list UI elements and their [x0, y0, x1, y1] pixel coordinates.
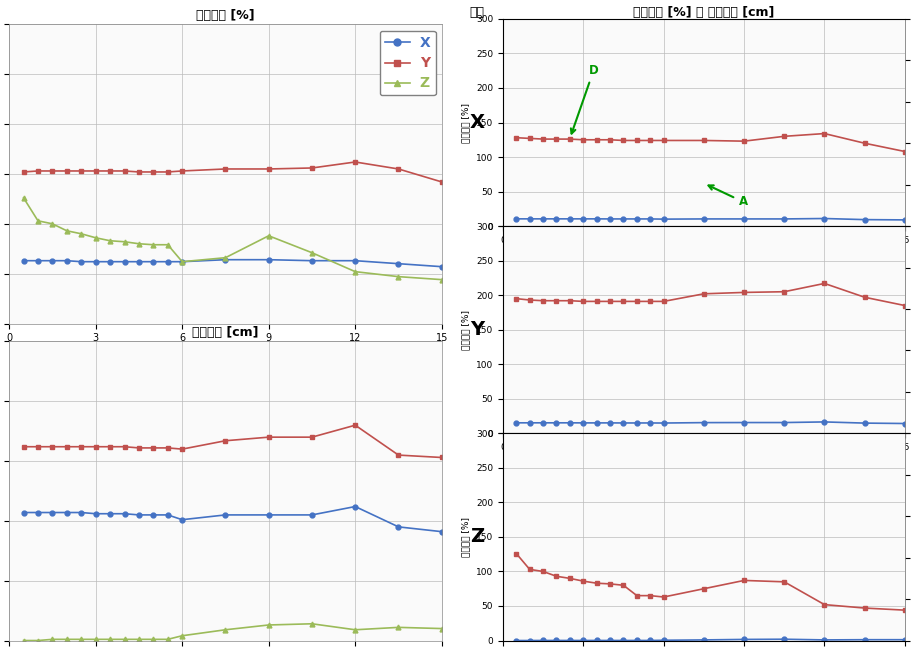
X-axis label: 스프링 원처짘 [cm]: 스프링 원처짘 [cm]	[672, 457, 736, 468]
Y-axis label: 가속도비 [%]: 가속도비 [%]	[462, 310, 471, 350]
Y-axis label: 가속도비 [%]: 가속도비 [%]	[462, 517, 471, 557]
Text: 가속도비 [%] 및 응답변위 [cm]: 가속도비 [%] 및 응답변위 [cm]	[633, 6, 774, 19]
Text: 응답변위 [cm]: 응답변위 [cm]	[192, 326, 259, 339]
Text: D: D	[571, 64, 599, 133]
Text: A: A	[708, 185, 748, 208]
Text: Z: Z	[470, 527, 484, 547]
Text: Y: Y	[470, 320, 484, 339]
Text: 방향: 방향	[469, 6, 484, 19]
X-axis label: 스프링 원처짘 [cm]: 스프링 원처짘 [cm]	[672, 250, 736, 260]
Y-axis label: 가속도비 [%]: 가속도비 [%]	[462, 102, 471, 142]
Legend: X, Y, Z: X, Y, Z	[379, 30, 435, 95]
Text: 가속도비 [%]: 가속도비 [%]	[197, 9, 255, 22]
Text: X: X	[469, 113, 484, 132]
X-axis label: 스프링 원서짘 [cm]: 스프링 원서짘 [cm]	[191, 349, 260, 359]
